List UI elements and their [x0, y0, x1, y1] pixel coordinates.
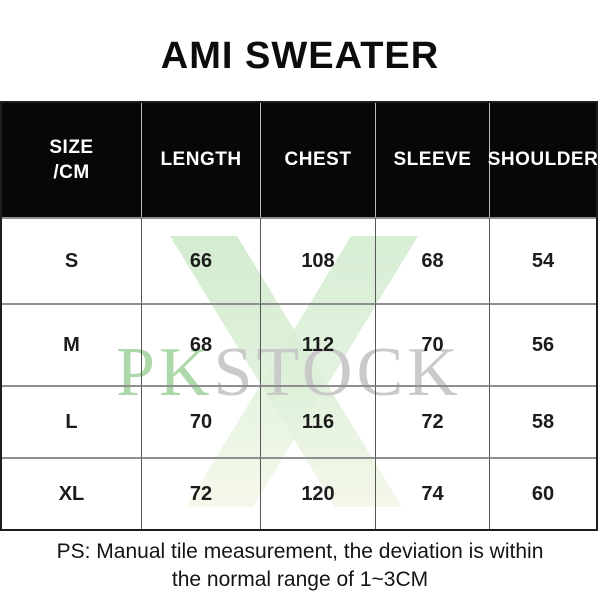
cell-xl-sleeve: 74	[376, 457, 490, 529]
footnote-line2: the normal range of 1~3CM	[171, 568, 429, 591]
header-cell-sleeve: SLEEVE	[376, 103, 490, 217]
footnote: PS: Manual tile measurement, the deviati…	[0, 538, 600, 594]
cell-s-shoulder: 54	[490, 217, 596, 303]
cell-s-chest: 108	[261, 217, 376, 303]
footnote-line1: PS: Manual tile measurement, the deviati…	[56, 540, 544, 563]
header-size-line1: SIZE	[49, 137, 94, 158]
header-cell-chest: CHEST	[261, 103, 376, 217]
cell-l-sleeve: 72	[376, 385, 490, 457]
page-title: AMI SWEATER	[160, 35, 440, 77]
cell-l-chest: 116	[261, 385, 376, 457]
row-label-s: S	[2, 217, 142, 303]
cell-m-shoulder: 56	[490, 303, 596, 385]
header-size-line2: /CM	[53, 162, 90, 183]
cell-m-length: 68	[142, 303, 261, 385]
cell-m-chest: 112	[261, 303, 376, 385]
cell-m-sleeve: 70	[376, 303, 490, 385]
size-table: SIZE /CM LENGTH CHEST SLEEVE SHOULDER S …	[0, 101, 598, 531]
row-label-xl: XL	[2, 457, 142, 529]
row-label-l: L	[2, 385, 142, 457]
cell-l-length: 70	[142, 385, 261, 457]
cell-s-sleeve: 68	[376, 217, 490, 303]
cell-xl-length: 72	[142, 457, 261, 529]
cell-xl-chest: 120	[261, 457, 376, 529]
header-cell-shoulder: SHOULDER	[488, 103, 598, 217]
cell-xl-shoulder: 60	[490, 457, 596, 529]
cell-s-length: 66	[142, 217, 261, 303]
cell-l-shoulder: 58	[490, 385, 596, 457]
header-cell-length: LENGTH	[142, 103, 261, 217]
header-cell-size-cm: SIZE /CM	[2, 103, 142, 217]
row-label-m: M	[2, 303, 142, 385]
